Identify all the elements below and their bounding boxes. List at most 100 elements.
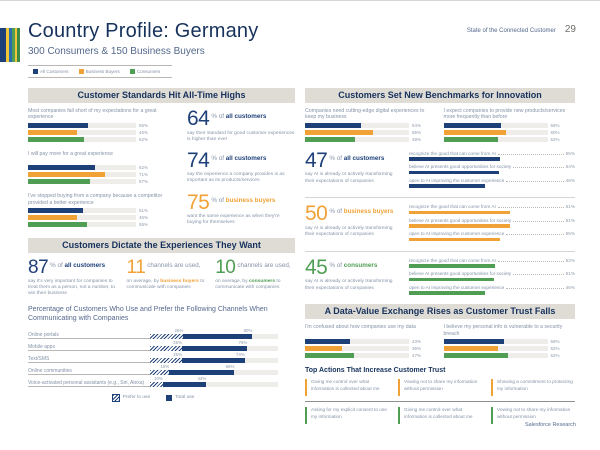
ai-bar-label: recognize the good that can come from AI [409, 204, 496, 210]
channel-label: Voice-activated personal assistants (e.g… [28, 379, 145, 386]
innovation-bar-groups: Companies need cutting-edge digital expe… [305, 108, 575, 144]
all-customers-bar [305, 122, 362, 128]
ai-bar-label: open to AI improving the customer experi… [409, 284, 505, 290]
bar-value: 45% [139, 129, 149, 135]
bar-group: Companies need cutting-edge digital expe… [305, 108, 437, 144]
bar-row: 36% [305, 345, 437, 351]
bar-row: 45% [28, 129, 178, 135]
total-use-bar [150, 381, 207, 387]
prefer-value: 25% [173, 352, 182, 357]
prefer-to-use-bar [150, 345, 182, 351]
all-customers-bar [28, 165, 95, 171]
total-use-bar [150, 357, 245, 363]
stat-audience: consumers [248, 278, 276, 284]
bar-value: 54% [565, 164, 575, 170]
bar-row: 54% [305, 122, 437, 128]
color-legend: All Customers Business Buyers Consumers [28, 65, 172, 78]
dotted-leader [506, 287, 564, 289]
all-customers-bar [443, 122, 501, 128]
ai-bars: recognize the good that can come from AI… [409, 257, 575, 299]
prefer-value: 25% [173, 340, 182, 345]
channel-row: Voice-activated personal assistants (e.g… [28, 376, 295, 389]
leader-line [28, 349, 150, 351]
bar-value: 48% [412, 136, 422, 142]
footer-brand: Salesforce Research [524, 422, 576, 428]
page-title: Country Profile: Germany [28, 20, 259, 42]
stat-caption: say their standard for good customer exp… [187, 130, 295, 142]
stat-number: 75 [187, 190, 210, 214]
ai-stat-block: 47% of all customers say AI is already o… [305, 150, 575, 192]
stat-number: 50 [305, 202, 328, 226]
ai-bar-label: believe AI presents good opportunities f… [409, 217, 512, 223]
channel-bars: 25% 76% [150, 340, 278, 351]
prefer-to-use-bar [150, 369, 170, 375]
stat-number: 74 [187, 148, 210, 172]
legend-item-all-customers: All Customers [33, 69, 69, 74]
bar-value: 54% [412, 122, 422, 128]
stat-number: 47 [305, 148, 328, 172]
total-use-bar [150, 345, 248, 351]
ai-bar-row: open to AI improving the customer experi… [409, 178, 575, 188]
business-buyers-bar [305, 129, 373, 135]
bar-value: 55% [565, 231, 575, 237]
actions-row-business-buyers: Giving me control over what information … [305, 379, 575, 397]
bar-value: 60% [550, 129, 560, 135]
ai-bars: recognize the good that can come from AI… [409, 150, 575, 192]
section-header-innovation: Customers Set New Benchmarks for Innovat… [305, 88, 575, 103]
stat-callout: 47% of all customers say AI is already o… [305, 150, 402, 192]
bar-value: 52% [139, 136, 149, 142]
action-box: Giving me control over what information … [305, 379, 389, 397]
stat-number: 64 [187, 107, 210, 130]
ai-bars: recognize the good that can come from AI… [409, 203, 575, 245]
stat-caption: say AI is already or actively transformi… [305, 172, 393, 184]
prefer-swatch [111, 393, 120, 402]
leader-line [28, 385, 150, 387]
stat-number: 11 [126, 257, 146, 279]
dotted-leader [497, 206, 564, 209]
bar-row: 43% [305, 338, 437, 344]
stat-callout: 87% of all customers say it's very impor… [28, 258, 123, 297]
section-header-trust: A Data-Value Exchange Rises as Customer … [305, 304, 575, 320]
consumers-bar [409, 277, 494, 282]
stat-callout: 10 channels are used, on average, by cons… [215, 258, 295, 297]
business-buyers-bar [28, 215, 77, 221]
stat-callout: 50% of business buyers say AI is already… [305, 203, 402, 245]
bar-value: 43% [412, 338, 422, 344]
statement: I'm confused about how companies use my … [305, 324, 416, 331]
business-buyers-bar [409, 237, 501, 242]
stat-caption: say AI is already or actively transformi… [305, 225, 393, 238]
stat-caption: on average, by consumers to communicate … [215, 278, 281, 291]
ai-bar-row: believe AI presents good opportunities f… [409, 164, 575, 175]
prefer-to-use-bar [150, 381, 163, 387]
bar-row: 45% [28, 215, 178, 221]
channels-chart: Online portals 26% 80% Mobile apps 25% 7… [28, 328, 295, 402]
dotted-leader [506, 233, 564, 236]
stat-audience: all customers [343, 154, 385, 162]
bar-value: 45% [139, 215, 149, 221]
bar-row: 51% [28, 208, 178, 214]
stat-audience: all customers [64, 262, 106, 270]
dotted-leader [497, 153, 564, 155]
actions-title: Top Actions That Increase Customer Trust [305, 367, 446, 375]
legend-item-consumers: Consumers [129, 69, 160, 74]
legend-item-total: Total use [166, 394, 194, 402]
channel-bars: 25% 74% [150, 352, 278, 363]
stat-audience: all customers [225, 113, 267, 120]
bar-value: 62% [139, 165, 149, 171]
channel-row: Mobile apps 25% 76% [28, 340, 295, 353]
stat-caption: say AI is already or actively transformi… [305, 279, 393, 291]
channels-chart-title: Percentage of Customers Who Use and Pref… [28, 306, 268, 323]
bar-row: 62% [443, 353, 576, 359]
bar-group: Most companies fall short of my expectat… [28, 108, 178, 142]
prefer-to-use-bar [150, 357, 182, 363]
consumers-bar [305, 136, 355, 142]
business-buyers-bar [443, 346, 498, 352]
channel-row: Text/SMS 25% 74% [28, 352, 295, 365]
consumers-bar [443, 136, 498, 142]
channel-row: Online communities 15% 66% [28, 364, 295, 377]
bar-row: 52% [28, 136, 178, 142]
stat-audience: business buyers [160, 278, 199, 284]
prefer-value: 15% [160, 364, 170, 369]
bar-value: 55% [565, 150, 575, 156]
consumers-bar [409, 291, 486, 295]
